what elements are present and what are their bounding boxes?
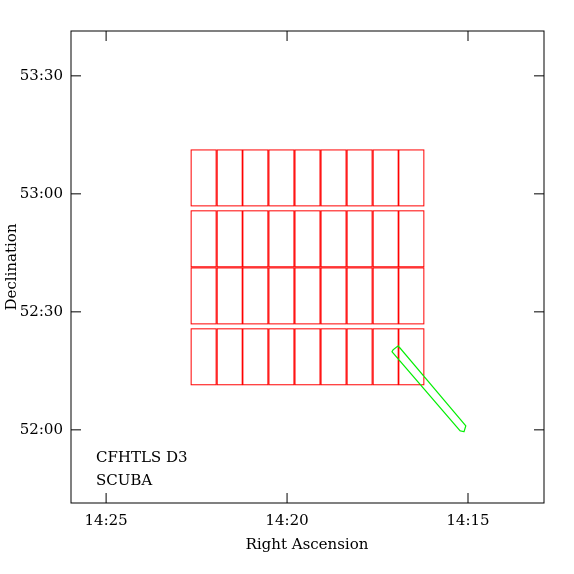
plot-frame [70, 30, 545, 504]
y-tick-label: 52:30 [20, 302, 63, 320]
scuba-region [391, 345, 467, 433]
field [294, 210, 321, 268]
y-tick-label: 53:00 [20, 184, 63, 202]
field [346, 267, 373, 325]
field [346, 149, 373, 207]
field [398, 210, 425, 268]
field [398, 149, 425, 207]
field [268, 267, 295, 325]
field [268, 210, 295, 268]
field [320, 328, 347, 386]
field [242, 267, 269, 325]
field [320, 210, 347, 268]
field [372, 210, 399, 268]
x-tick-label: 14:20 [265, 511, 308, 529]
field [398, 267, 425, 325]
field [268, 149, 295, 207]
field [268, 328, 295, 386]
field [372, 328, 399, 386]
field [372, 267, 399, 325]
field [320, 149, 347, 207]
field [372, 149, 399, 207]
y-tick-label: 52:00 [20, 420, 63, 438]
field [216, 149, 243, 207]
field [346, 210, 373, 268]
field [216, 210, 243, 268]
legend-entry: CFHTLS D3 [96, 448, 188, 466]
field [346, 328, 373, 386]
field [190, 210, 217, 268]
field [294, 149, 321, 207]
x-tick-label: 14:15 [446, 511, 489, 529]
field [398, 328, 425, 386]
y-axis-label: Declination [2, 223, 20, 310]
field [190, 149, 217, 207]
field [242, 210, 269, 268]
field [294, 328, 321, 386]
field [216, 267, 243, 325]
field [242, 328, 269, 386]
x-axis-label: Right Ascension [246, 535, 369, 553]
field [216, 328, 243, 386]
x-tick-label: 14:25 [84, 511, 127, 529]
field [190, 328, 217, 386]
legend-entry: SCUBA [96, 471, 152, 489]
field [190, 267, 217, 325]
field [242, 149, 269, 207]
field [294, 267, 321, 325]
field [320, 267, 347, 325]
y-tick-label: 53:30 [20, 66, 63, 84]
